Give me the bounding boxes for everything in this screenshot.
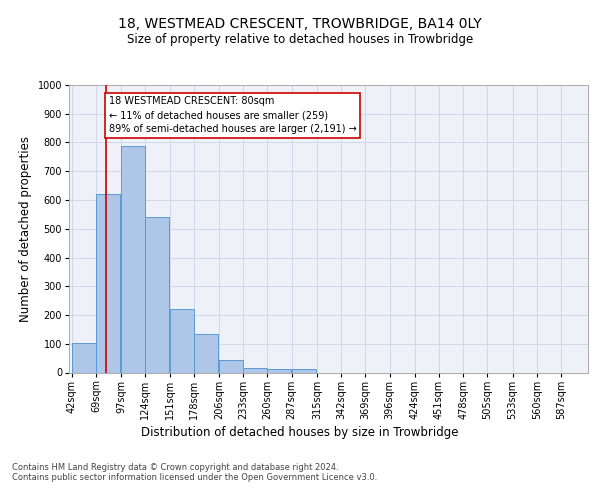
Bar bbox=[243, 368, 267, 372]
Bar bbox=[292, 370, 316, 372]
Bar bbox=[170, 308, 194, 372]
Y-axis label: Number of detached properties: Number of detached properties bbox=[19, 136, 32, 322]
Text: Distribution of detached houses by size in Trowbridge: Distribution of detached houses by size … bbox=[141, 426, 459, 439]
Text: 18 WESTMEAD CRESCENT: 80sqm
← 11% of detached houses are smaller (259)
89% of se: 18 WESTMEAD CRESCENT: 80sqm ← 11% of det… bbox=[109, 96, 356, 134]
Bar bbox=[194, 334, 218, 372]
Bar bbox=[145, 217, 169, 372]
Bar bbox=[121, 146, 145, 372]
Text: Contains HM Land Registry data © Crown copyright and database right 2024.: Contains HM Land Registry data © Crown c… bbox=[12, 463, 338, 472]
Text: 18, WESTMEAD CRESCENT, TROWBRIDGE, BA14 0LY: 18, WESTMEAD CRESCENT, TROWBRIDGE, BA14 … bbox=[118, 18, 482, 32]
Text: Size of property relative to detached houses in Trowbridge: Size of property relative to detached ho… bbox=[127, 32, 473, 46]
Bar bbox=[71, 343, 95, 372]
Bar bbox=[96, 194, 120, 372]
Bar bbox=[219, 360, 243, 372]
Bar bbox=[268, 370, 292, 372]
Text: Contains public sector information licensed under the Open Government Licence v3: Contains public sector information licen… bbox=[12, 473, 377, 482]
